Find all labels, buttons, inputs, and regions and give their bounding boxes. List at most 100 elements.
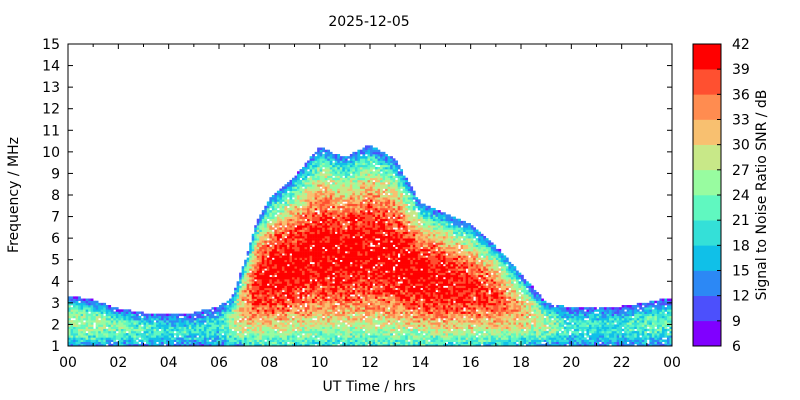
heat-cell	[302, 169, 305, 172]
heat-cell	[304, 322, 308, 325]
heat-cell	[334, 220, 338, 224]
heat-cell	[256, 287, 260, 291]
heat-cell	[229, 302, 232, 306]
heat-cell	[312, 160, 315, 163]
heat-cell	[70, 333, 74, 336]
heat-cell	[322, 218, 325, 222]
heat-cell	[73, 328, 76, 332]
heat-cell	[329, 164, 333, 168]
heat-cell	[324, 162, 328, 166]
heat-cell	[276, 274, 280, 278]
heat-cell	[196, 320, 200, 323]
heat-cell	[297, 238, 300, 241]
heat-cell	[347, 242, 351, 245]
heat-cell	[153, 339, 157, 342]
heat-cell	[161, 330, 164, 334]
heat-cell	[261, 322, 265, 325]
heat-cell	[309, 218, 313, 222]
heat-cell	[367, 292, 371, 295]
heat-cell	[274, 210, 278, 213]
heat-cell	[334, 276, 338, 280]
heat-cell	[332, 296, 336, 299]
heat-cell	[327, 339, 331, 342]
heat-cell	[337, 317, 341, 321]
heat-cell	[274, 305, 278, 308]
heat-cell	[128, 315, 132, 319]
heat-cell	[304, 166, 308, 170]
heat-cell	[317, 162, 320, 166]
heat-cell	[264, 328, 268, 332]
heat-cell	[269, 317, 273, 321]
heat-cell	[344, 177, 348, 181]
heat-cell	[309, 264, 313, 267]
heat-cell	[349, 341, 353, 345]
heat-cell	[294, 272, 298, 276]
heat-cell	[352, 210, 356, 213]
heat-cell	[249, 285, 253, 289]
heat-cell	[317, 223, 320, 226]
heat-cell	[344, 182, 348, 185]
heat-cell	[309, 177, 313, 181]
heat-cell	[339, 192, 343, 196]
heat-cell	[362, 182, 366, 185]
heat-cell	[286, 300, 290, 304]
heat-cell	[297, 218, 300, 222]
heat-cell	[362, 171, 366, 174]
heat-cell	[314, 235, 318, 239]
heat-cell	[284, 328, 288, 332]
heat-cell	[261, 300, 265, 304]
heat-cell	[349, 188, 353, 191]
heat-cell	[319, 309, 323, 312]
heat-cell	[156, 343, 159, 347]
heat-cell	[307, 272, 310, 276]
heat-cell	[362, 257, 366, 261]
heat-cell	[244, 328, 247, 332]
heat-cell	[307, 240, 310, 243]
heat-cell	[359, 253, 363, 256]
heat-cell	[352, 156, 356, 159]
heat-cell	[347, 246, 351, 250]
heat-cell	[251, 289, 255, 293]
heat-cell	[337, 322, 341, 325]
heat-cell	[289, 182, 293, 185]
heat-cell	[259, 305, 263, 308]
heat-cell	[352, 343, 356, 347]
heat-cell	[241, 315, 245, 319]
heat-cell	[354, 197, 358, 200]
heat-cell	[254, 298, 258, 301]
heat-cell	[317, 205, 320, 209]
heat-cell	[284, 296, 288, 299]
heat-cell	[229, 343, 232, 347]
heat-cell	[264, 287, 268, 291]
heat-cell	[103, 333, 107, 336]
heat-cell	[291, 326, 295, 330]
heat-cell	[334, 274, 338, 278]
heat-cell	[324, 341, 328, 345]
heat-cell	[367, 298, 371, 301]
heat-cell	[339, 162, 343, 166]
heat-cell	[319, 330, 323, 334]
heat-cell	[324, 257, 328, 261]
heat-cell	[100, 311, 104, 314]
heat-cell	[133, 339, 137, 342]
heat-cell	[317, 335, 320, 338]
heat-cell	[271, 285, 275, 289]
heat-cell	[264, 220, 268, 224]
heat-cell	[327, 175, 331, 179]
heat-cell	[163, 317, 167, 321]
heat-cell	[364, 276, 368, 280]
heat-cell	[88, 328, 91, 332]
heat-cell	[304, 333, 308, 336]
heat-cell	[251, 251, 255, 254]
heat-cell	[297, 343, 300, 347]
heat-cell	[276, 328, 280, 332]
heat-cell	[357, 177, 361, 181]
heat-cell	[349, 343, 353, 347]
heat-cell	[357, 289, 361, 293]
heat-cell	[359, 218, 363, 222]
heat-cell	[264, 264, 268, 267]
heat-cell	[168, 322, 172, 325]
heat-cell	[276, 333, 280, 336]
heat-cell	[309, 289, 313, 293]
heat-cell	[362, 268, 366, 271]
